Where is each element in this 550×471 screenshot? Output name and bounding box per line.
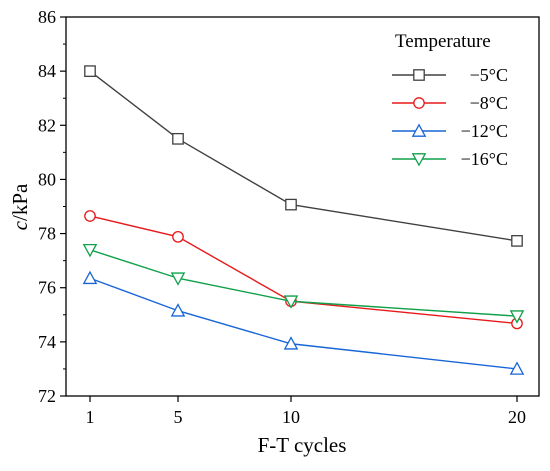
data-point (283, 295, 299, 309)
x-tick-label: 20 (508, 407, 526, 427)
y-tick-label: 78 (38, 224, 56, 244)
legend-label: −12°C (461, 121, 508, 141)
data-point (509, 310, 525, 324)
series-line (89, 277, 518, 370)
y-tick-label: 80 (38, 169, 56, 189)
x-tick-label: 1 (86, 407, 95, 427)
y-tick-label: 72 (38, 386, 56, 406)
data-point (285, 198, 297, 211)
data-point (283, 336, 299, 350)
data-point (84, 65, 96, 77)
y-tick-label: 82 (38, 115, 56, 135)
x-axis-title: F-T cycles (258, 433, 347, 457)
y-tick-label: 76 (38, 278, 56, 298)
y-tick-label: 86 (38, 7, 56, 27)
legend: Temperature −5°C −8°C −12°C −16°C (392, 31, 508, 169)
series-line (89, 70, 518, 242)
x-tick-label: 10 (282, 407, 300, 427)
series-group (82, 270, 525, 375)
legend-item: −8°C (392, 93, 508, 113)
legend-label: −5°C (470, 65, 508, 85)
legend-item: −5°C (392, 65, 508, 85)
legend-label: −8°C (470, 93, 508, 113)
y-axis-title-unit: /kPa (8, 183, 32, 221)
legend-label: −16°C (461, 149, 508, 169)
y-tick-label: 74 (38, 332, 56, 352)
data-point (170, 303, 186, 317)
data-point (84, 210, 96, 222)
y-tick-label: 84 (38, 61, 56, 81)
data-point (172, 132, 184, 145)
legend-title: Temperature (395, 31, 491, 52)
data-point (82, 243, 98, 258)
x-tick-label: 5 (174, 407, 183, 427)
legend-marker (413, 97, 425, 109)
series-group (84, 65, 523, 247)
series-layer (82, 65, 525, 375)
data-point (172, 230, 184, 243)
legend-marker (411, 123, 427, 137)
data-point (511, 235, 523, 247)
data-point (82, 270, 98, 285)
legend-marker (411, 153, 427, 167)
series-line (89, 215, 518, 325)
data-point (509, 361, 525, 375)
series-line (89, 249, 518, 317)
legend-marker (413, 69, 425, 81)
series-group (82, 243, 525, 324)
axis-ticks: 1 5 10 20 72 74 76 78 80 82 84 86 (38, 7, 526, 427)
y-axis-title: c/kPa (8, 183, 32, 230)
data-point (170, 272, 186, 286)
legend-item: −16°C (392, 149, 508, 169)
y-axis-title-italic: c (8, 220, 32, 230)
legend-item: −12°C (392, 121, 508, 141)
